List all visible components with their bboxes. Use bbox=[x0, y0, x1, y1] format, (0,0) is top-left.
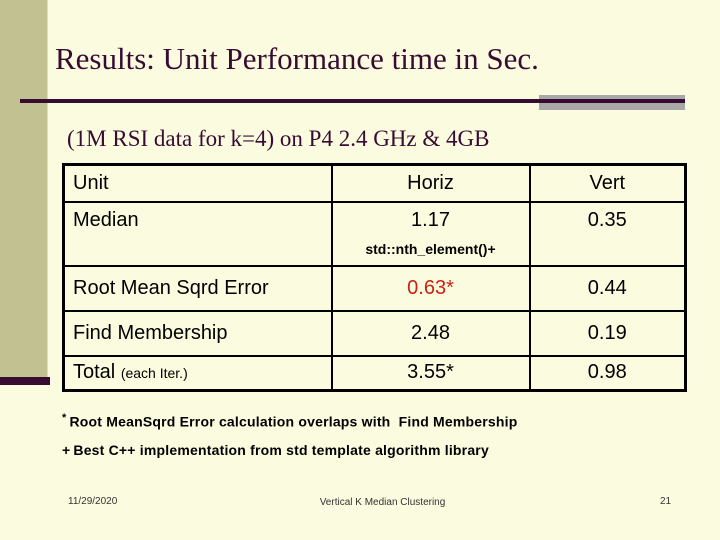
column-header-unit: Unit bbox=[62, 163, 333, 203]
value-horiz-median: 1.17 bbox=[411, 208, 450, 231]
footer-deck-title: Vertical K Median Clustering bbox=[319, 497, 446, 508]
table-row-find-membership: Find Membership 2.48 0.19 bbox=[62, 309, 687, 357]
cell-horiz-rmse: 0.63* bbox=[330, 264, 531, 312]
footnote-stl-text: Best C++ implementation from std templat… bbox=[73, 442, 489, 458]
column-header-horiz: Horiz bbox=[330, 163, 531, 203]
cell-unit-median: Median bbox=[62, 200, 333, 267]
cell-unit-total: Total (each Iter.) bbox=[62, 354, 333, 392]
column-header-vert: Vert bbox=[528, 163, 687, 203]
left-accent-underline bbox=[0, 377, 50, 385]
total-each-iter-note: (each Iter.) bbox=[120, 365, 188, 382]
cell-horiz-median: 1.17 std::nth_element()+ bbox=[330, 200, 531, 267]
cell-vert-total: 0.98 bbox=[528, 354, 687, 392]
footnote-asterisk-marker: * bbox=[62, 412, 67, 424]
cell-horiz-total: 3.55* bbox=[330, 354, 531, 392]
left-accent-bar bbox=[0, 0, 48, 377]
slide-subtitle: (1M RSI data for k=4) on P4 2.4 GHz & 4G… bbox=[67, 126, 490, 151]
table-row-total: Total (each Iter.) 3.55* 0.98 bbox=[62, 354, 687, 392]
cell-vert-find-membership: 0.19 bbox=[528, 309, 687, 357]
cell-horiz-find-membership: 2.48 bbox=[330, 309, 531, 357]
cell-unit-find-membership: Find Membership bbox=[62, 309, 333, 357]
table-row-root-mean-sqrd-error: Root Mean Sqrd Error 0.63* 0.44 bbox=[62, 264, 687, 312]
footer-page-number: 21 bbox=[660, 496, 672, 507]
cell-unit-rmse: Root Mean Sqrd Error bbox=[62, 264, 333, 312]
performance-table: Unit Horiz Vert Median 1.17 std::nth_ele… bbox=[62, 163, 687, 392]
slide-title: Results: Unit Performance time in Sec. bbox=[55, 41, 539, 76]
table-row-median: Median 1.17 std::nth_element()+ 0.35 bbox=[62, 200, 687, 267]
median-implementation-note: std::nth_element()+ bbox=[365, 240, 496, 257]
footnote-overlap-text: Root MeanSqrd Error calculation overlaps… bbox=[69, 413, 518, 430]
cell-vert-rmse: 0.44 bbox=[528, 264, 687, 312]
cell-vert-median: 0.35 bbox=[528, 200, 687, 267]
title-rule bbox=[20, 99, 685, 103]
footnote-plus-marker: + bbox=[62, 442, 71, 458]
footer-date: 11/29/2020 bbox=[68, 496, 118, 507]
table-header-row: Unit Horiz Vert bbox=[62, 163, 687, 203]
footnote-stl: + Best C++ implementation from std templa… bbox=[62, 442, 489, 458]
footnote-overlap: * Root MeanSqrd Error calculation overlap… bbox=[62, 412, 518, 430]
total-label: Total bbox=[73, 361, 116, 384]
